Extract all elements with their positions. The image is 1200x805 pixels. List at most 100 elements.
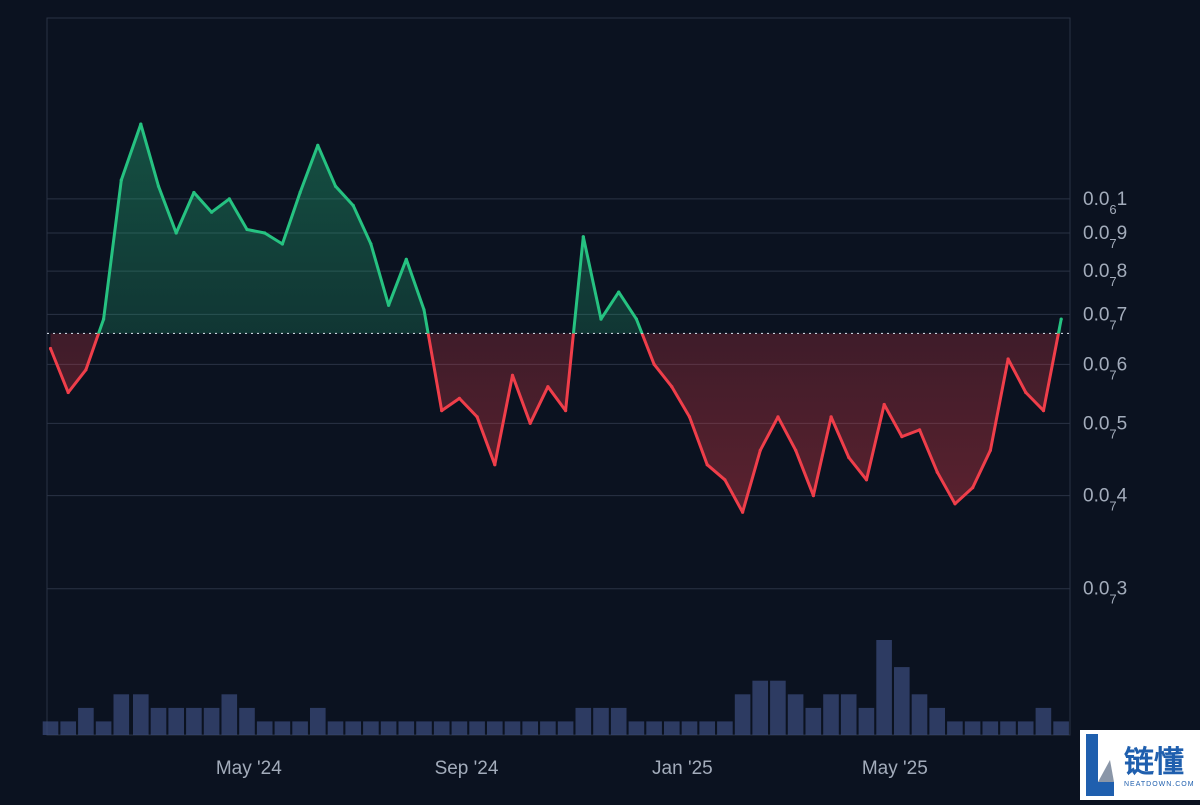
- y-tick-label-4: 0.076: [1083, 354, 1127, 382]
- volume-bar-26: [504, 721, 521, 735]
- data-point-56: [1041, 409, 1046, 413]
- data-point-4: [119, 178, 123, 182]
- data-point-0: [48, 346, 53, 351]
- volume-bar-0: [42, 721, 59, 735]
- data-point-11: [245, 227, 249, 232]
- price-line: [47, 122, 1070, 514]
- volume-bar-19: [380, 721, 397, 735]
- volume-bar-1: [60, 721, 76, 735]
- volume-bar-12: [256, 721, 273, 735]
- volume-bar-4: [113, 694, 130, 735]
- data-point-32: [617, 290, 621, 294]
- data-point-41: [776, 415, 780, 419]
- volume-bar-11: [239, 707, 255, 735]
- volume-bar-28: [540, 721, 556, 735]
- data-point-6: [156, 184, 161, 188]
- x-axis-ticks: May '24 Sep '24 Jan '25 May '25: [216, 758, 928, 779]
- x-tick-label-1: Sep '24: [435, 758, 499, 779]
- volume-bar-31: [593, 707, 609, 735]
- data-point-52: [971, 486, 975, 490]
- data-point-40: [758, 448, 762, 452]
- area-fill-below-baseline: [50, 333, 1062, 513]
- volume-bar-35: [664, 721, 680, 735]
- volume-bars: [42, 640, 1069, 735]
- data-point-8: [192, 190, 196, 195]
- volume-bar-30: [575, 707, 592, 735]
- volume-bar-49: [911, 694, 928, 735]
- volume-bar-18: [363, 721, 379, 735]
- y-tick-label-3: 0.077: [1083, 304, 1127, 332]
- volume-bar-53: [982, 721, 999, 735]
- area-fills: [50, 124, 1062, 513]
- volume-bar-48: [894, 667, 910, 735]
- y-tick-label-6: 0.074: [1083, 486, 1128, 514]
- data-point-34: [652, 362, 656, 366]
- data-point-53: [988, 448, 993, 452]
- volume-bar-32: [610, 707, 627, 735]
- data-point-54: [1006, 357, 1010, 361]
- volume-bar-47: [876, 640, 892, 735]
- data-point-7: [174, 231, 178, 235]
- data-point-47: [882, 402, 886, 407]
- data-point-26: [510, 373, 515, 377]
- volume-bar-15: [310, 707, 326, 735]
- data-point-38: [723, 478, 727, 482]
- data-point-24: [475, 415, 479, 419]
- watermark: 链懂 NEATDOWN.COM: [1080, 730, 1200, 800]
- volume-bar-27: [522, 721, 538, 735]
- volume-bar-54: [1000, 721, 1016, 735]
- volume-bar-42: [787, 694, 804, 735]
- data-point-5: [139, 122, 143, 126]
- volume-bar-13: [274, 721, 291, 735]
- price-line-up: [96, 122, 1063, 334]
- price-line-down: [49, 333, 1060, 514]
- volume-bar-6: [150, 707, 167, 735]
- data-point-50: [935, 470, 939, 474]
- volume-bar-40: [752, 680, 768, 735]
- data-point-51: [953, 502, 957, 506]
- volume-bar-38: [717, 721, 733, 735]
- y-tick-label-1: 0.079: [1083, 223, 1127, 251]
- data-point-29: [564, 409, 568, 413]
- data-point-36: [687, 415, 692, 419]
- watermark-logo-accent: [1098, 760, 1114, 782]
- volume-bar-25: [487, 721, 503, 735]
- volume-bar-46: [858, 707, 875, 735]
- volume-bar-20: [398, 721, 415, 735]
- y-tick-label-7: 0.073: [1083, 579, 1127, 607]
- volume-bar-36: [681, 721, 698, 735]
- data-point-48: [900, 435, 904, 439]
- volume-bar-43: [805, 707, 822, 735]
- x-tick-label-0: May '24: [216, 758, 282, 779]
- watermark-subtext: NEATDOWN.COM: [1124, 781, 1195, 788]
- volume-bar-41: [770, 680, 786, 735]
- volume-bar-23: [451, 721, 468, 735]
- y-tick-label-2: 0.078: [1083, 261, 1127, 289]
- data-point-19: [387, 303, 391, 307]
- data-point-2: [84, 368, 88, 372]
- y-axis-ticks: 0.061 0.079 0.078 0.077 0.076 0.075 0.074 0.073: [1083, 189, 1128, 607]
- data-point-22: [440, 409, 444, 413]
- data-point-45: [847, 455, 851, 460]
- volume-bar-44: [823, 694, 839, 735]
- volume-bar-34: [646, 721, 662, 735]
- volume-bar-5: [133, 694, 149, 735]
- data-point-44: [829, 415, 833, 419]
- watermark-logo-icon: [1086, 734, 1114, 796]
- data-point-42: [794, 448, 798, 452]
- data-point-1: [66, 390, 70, 395]
- data-point-21: [422, 308, 426, 312]
- data-point-12: [263, 231, 267, 235]
- volume-bar-56: [1035, 707, 1052, 735]
- data-point-35: [670, 385, 674, 389]
- data-point-37: [705, 463, 709, 467]
- volume-bar-57: [1053, 721, 1069, 735]
- y-tick-label-0: 0.061: [1083, 189, 1127, 217]
- volume-bar-14: [292, 721, 308, 735]
- volume-bar-51: [947, 721, 963, 735]
- data-point-49: [918, 428, 922, 432]
- data-point-17: [351, 203, 355, 208]
- data-point-9: [210, 210, 214, 214]
